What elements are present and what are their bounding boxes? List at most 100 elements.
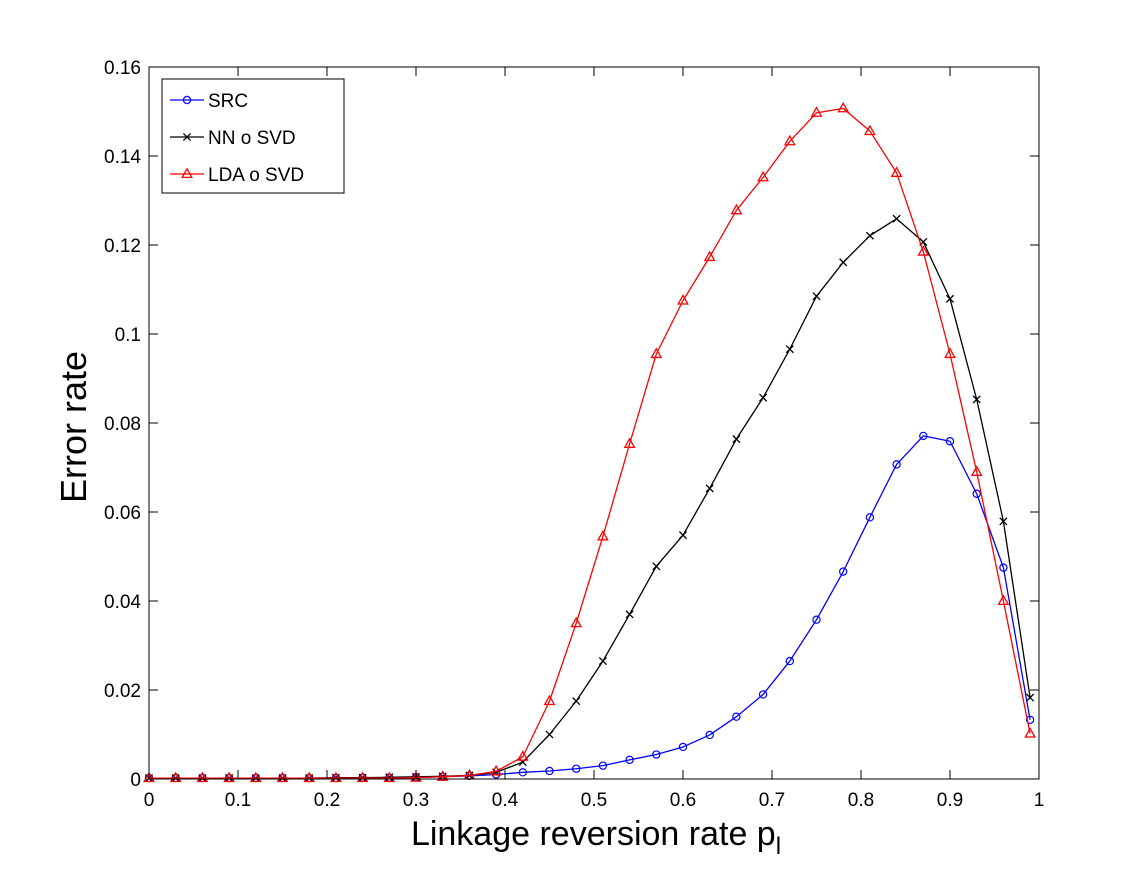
x-tick-label: 0.7: [759, 790, 785, 811]
data-point-lda-o-svd: [890, 166, 903, 177]
y-tick-label: 0.02: [104, 681, 141, 702]
data-point-src: [785, 656, 795, 666]
data-point-nn-o-svd: [652, 562, 661, 571]
data-point-src: [1025, 715, 1035, 725]
data-point-src: [652, 750, 661, 759]
x-tick-label: 0.2: [314, 790, 340, 811]
legend-entry-nn-o-svd: NN o SVD: [208, 128, 296, 149]
data-point-lda-o-svd: [970, 465, 983, 476]
data-point-lda-o-svd: [810, 106, 823, 117]
data-point-nn-o-svd: [1026, 693, 1035, 702]
data-point-lda-o-svd: [1024, 727, 1037, 738]
data-point-lda-o-svd: [677, 294, 689, 305]
data-point-src: [972, 489, 981, 498]
data-point-lda-o-svd: [303, 771, 316, 783]
y-axis-label: Error rate: [53, 351, 94, 503]
data-point-lda-o-svd: [436, 770, 449, 781]
y-tick-label: 0.06: [104, 503, 141, 524]
y-tick-label: 0.08: [104, 414, 141, 435]
data-point-lda-o-svd: [516, 750, 529, 761]
data-point-lda-o-svd: [249, 771, 262, 783]
data-point-lda-o-svd: [703, 250, 716, 262]
data-point-lda-o-svd: [863, 124, 876, 136]
data-point-src: [919, 431, 928, 441]
legend-entry-lda-o-svd: LDA o SVD: [208, 165, 304, 186]
data-point-src: [572, 764, 581, 773]
data-point-nn-o-svd: [625, 610, 634, 619]
y-tick-label: 0.12: [104, 236, 141, 257]
data-point-lda-o-svd: [276, 771, 289, 783]
data-point-src: [678, 742, 688, 752]
x-tick-label: 0.9: [937, 790, 963, 811]
legend-entry-src: SRC: [208, 91, 248, 112]
x-tick-label: 0.8: [848, 790, 874, 811]
data-point-src: [839, 567, 848, 576]
legend-marker-lda-o-svd: [181, 167, 193, 179]
data-point-lda-o-svd: [490, 764, 503, 776]
x-axis-label-subscript: l: [776, 833, 781, 860]
x-tick-label: 0: [144, 790, 155, 811]
y-tick-label: 0.16: [104, 58, 141, 79]
y-tick-label: 0: [130, 770, 141, 791]
data-point-lda-o-svd: [730, 203, 743, 215]
x-tick-label: 0.3: [403, 790, 429, 811]
y-tick-label: 0.1: [115, 325, 141, 346]
data-point-nn-o-svd: [678, 531, 688, 540]
data-point-src: [892, 460, 901, 469]
data-point-src: [518, 768, 528, 777]
data-point-src: [945, 437, 955, 446]
legend-marker-src: [182, 95, 192, 105]
data-point-nn-o-svd: [999, 517, 1008, 526]
data-point-nn-o-svd: [732, 434, 741, 444]
data-point-nn-o-svd: [705, 484, 714, 493]
data-point-lda-o-svd: [997, 594, 1010, 606]
data-point-src: [705, 730, 714, 740]
x-tick-label: 0.1: [225, 790, 251, 811]
data-point-lda-o-svd: [356, 771, 369, 783]
data-point-lda-o-svd: [570, 616, 583, 628]
data-point-src: [625, 755, 634, 765]
data-point-lda-o-svd: [169, 771, 182, 783]
y-tick-label: 0.14: [104, 147, 141, 168]
data-point-nn-o-svd: [545, 730, 554, 739]
data-point-nn-o-svd: [865, 231, 874, 240]
axes: 0 0.1 0.2 0.3 0.4 0.5 0.6 0.7 0.8 0.9 1 0 0.02 0.04 0.…: [104, 58, 1044, 811]
plot-area: [143, 101, 1037, 783]
data-point-nn-o-svd: [945, 294, 955, 303]
series-lda-o-svd: [143, 101, 1037, 783]
data-point-nn-o-svd: [385, 773, 394, 782]
legend-marker-nn-o-svd: [182, 132, 192, 142]
data-point-lda-o-svd: [917, 245, 930, 256]
legend: SRC NN o SVD LDA o SVD: [161, 78, 345, 194]
data-point-nn-o-svd: [572, 697, 581, 706]
data-point-src: [545, 766, 554, 776]
data-point-nn-o-svd: [892, 214, 901, 223]
data-point-nn-o-svd: [812, 292, 821, 301]
data-point-nn-o-svd: [972, 395, 981, 404]
data-point-nn-o-svd: [839, 258, 848, 267]
data-point-src: [865, 513, 875, 522]
data-point-nn-o-svd: [759, 393, 768, 402]
data-point-lda-o-svd: [543, 694, 556, 706]
data-point-lda-o-svd: [783, 134, 796, 146]
x-tick-label: 0.5: [581, 790, 607, 811]
data-point-lda-o-svd: [196, 771, 209, 783]
data-point-lda-o-svd: [837, 101, 850, 113]
data-point-nn-o-svd: [598, 657, 607, 666]
data-point-lda-o-svd: [383, 771, 396, 783]
data-point-lda-o-svd: [623, 437, 636, 448]
data-point-src: [758, 690, 768, 699]
x-tick-label: 0.6: [670, 790, 696, 811]
data-point-lda-o-svd: [757, 170, 770, 182]
x-tick-label: 0.4: [492, 790, 519, 811]
data-point-lda-o-svd: [223, 771, 236, 783]
data-point-src: [598, 761, 608, 770]
x-axis-label: Linkage reversion rate pl: [411, 815, 781, 860]
data-point-lda-o-svd: [596, 529, 609, 541]
data-point-lda-o-svd: [410, 771, 422, 782]
data-point-lda-o-svd: [650, 347, 663, 359]
data-point-lda-o-svd: [143, 771, 155, 783]
y-tick-label: 0.04: [104, 592, 141, 613]
data-point-src: [999, 563, 1008, 572]
